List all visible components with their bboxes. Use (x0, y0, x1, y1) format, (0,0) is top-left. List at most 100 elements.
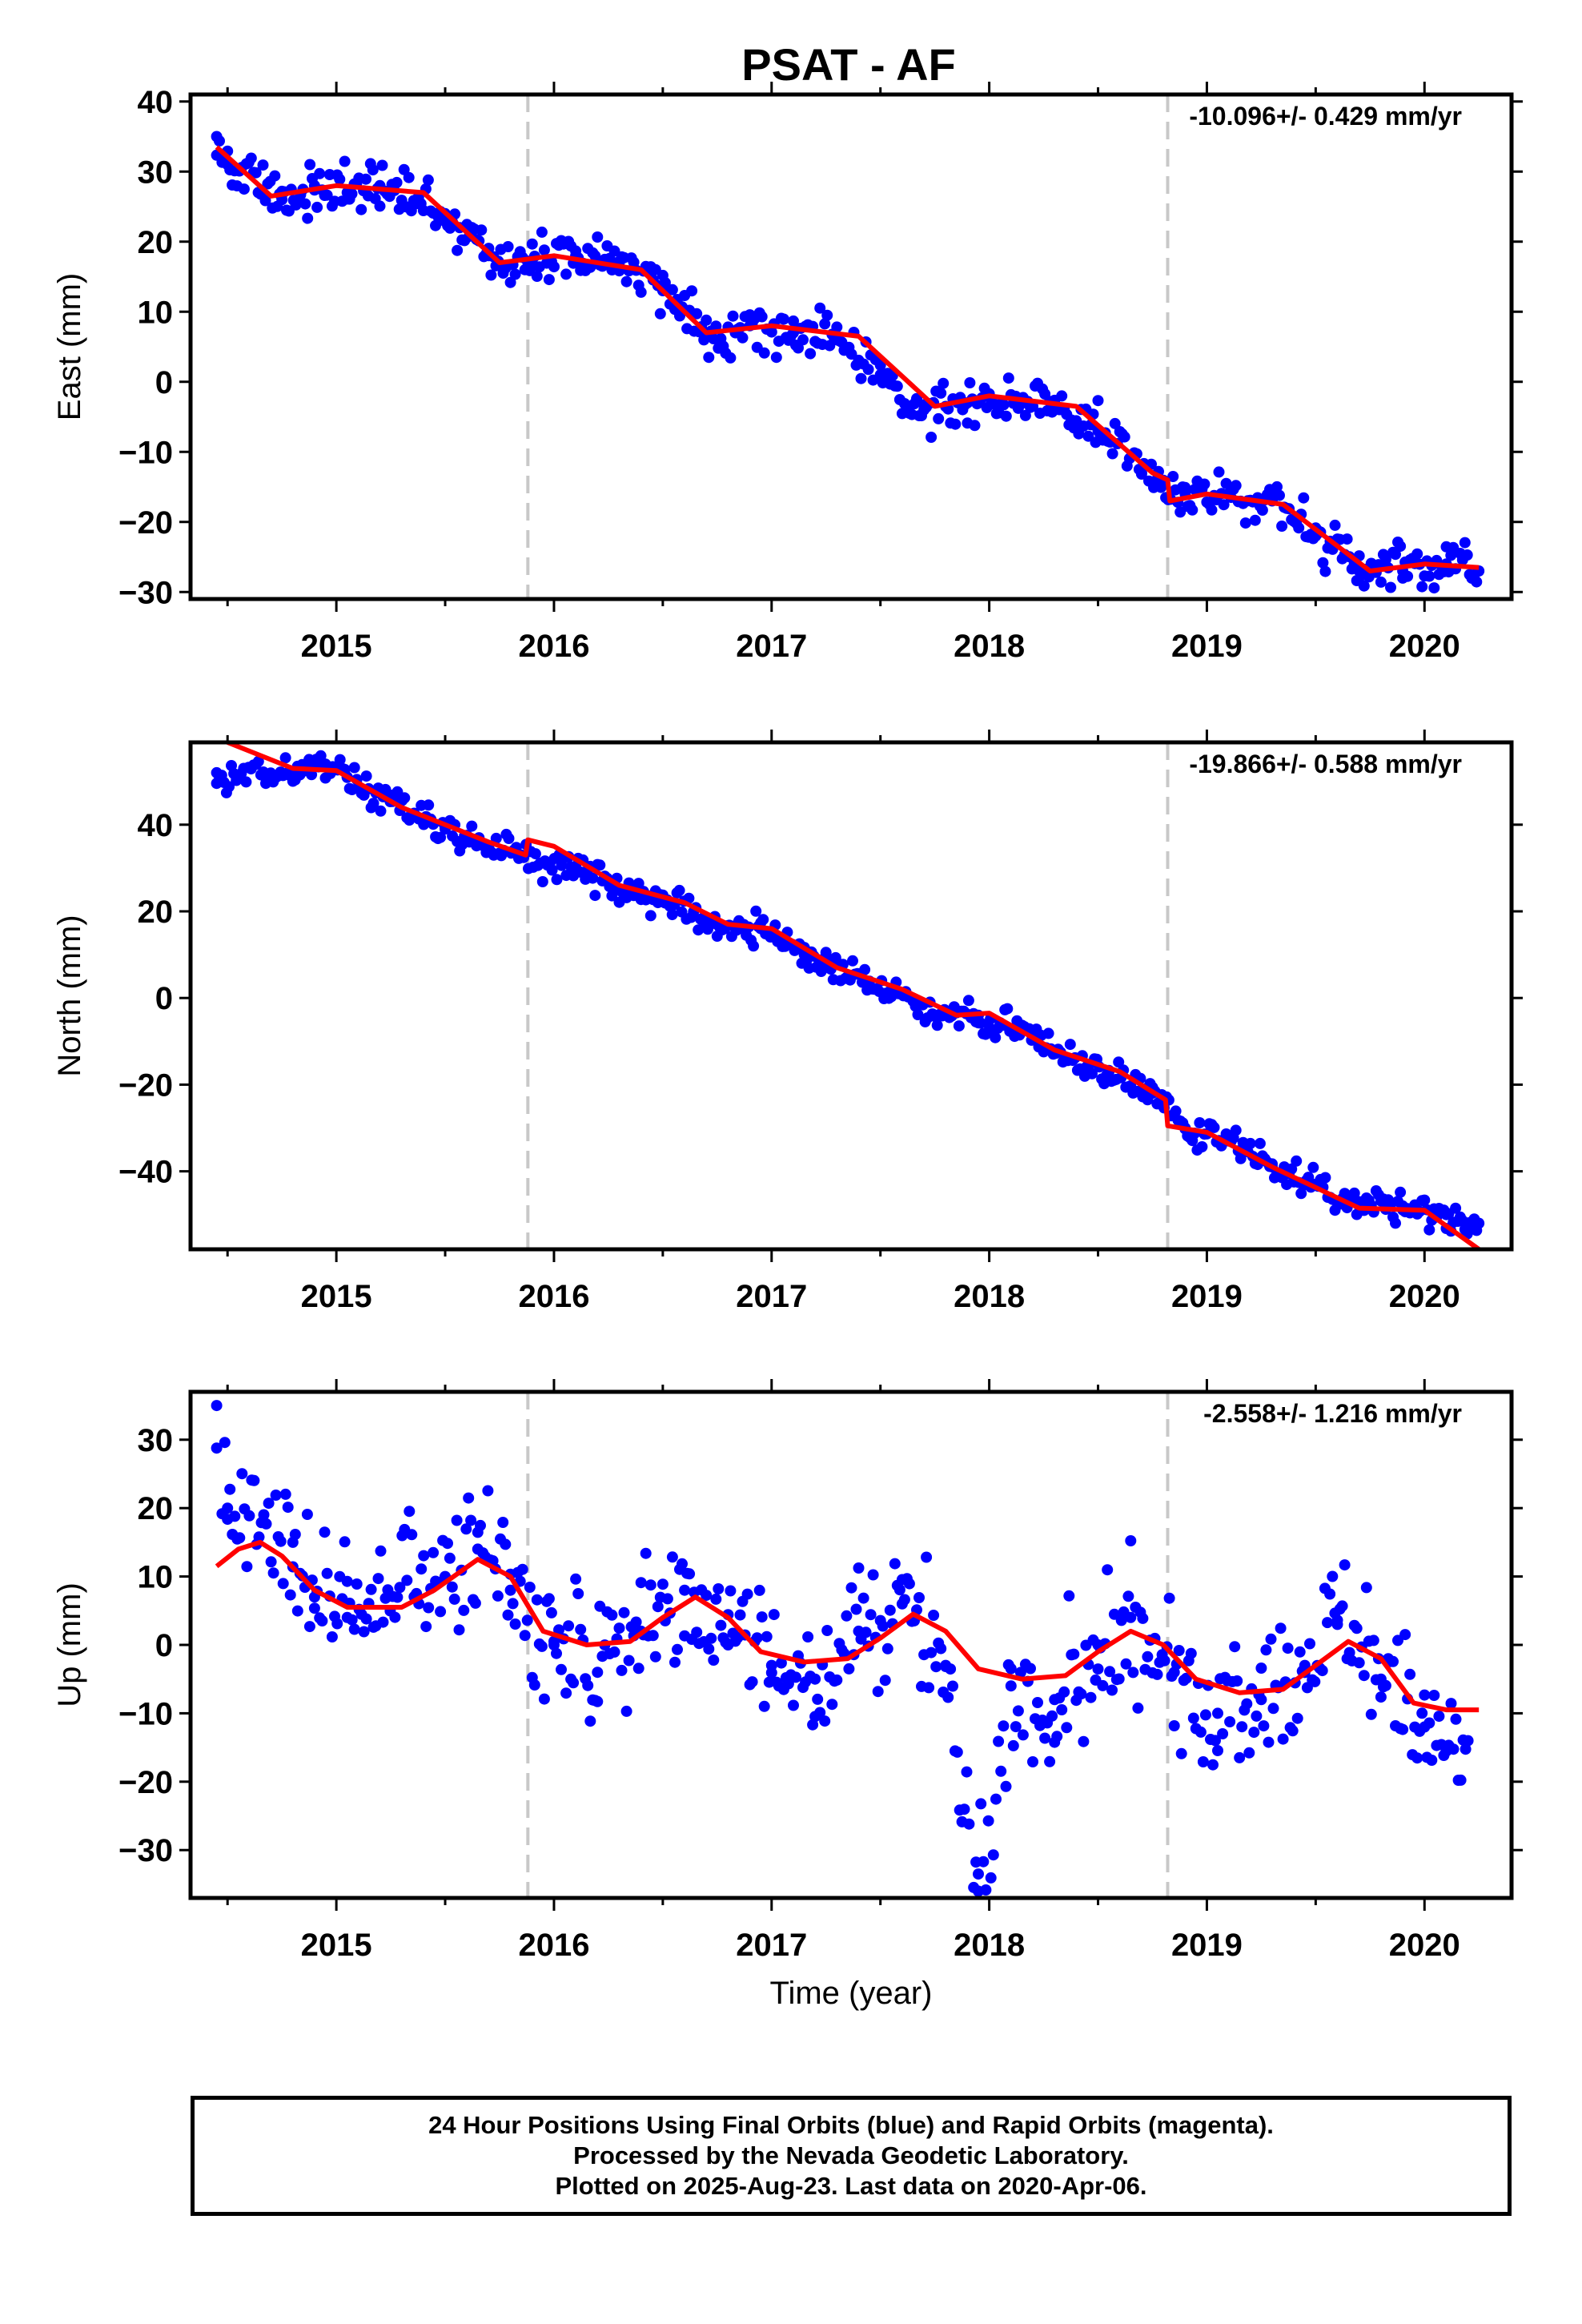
data-point (594, 859, 606, 871)
data-point (1137, 1612, 1149, 1624)
data-point (1229, 1641, 1241, 1653)
data-point (1185, 1647, 1197, 1659)
data-point (372, 1573, 384, 1585)
data-point (521, 1614, 533, 1626)
data-point (1132, 1702, 1144, 1714)
data-point (1234, 1751, 1246, 1763)
data-point (252, 755, 264, 767)
data-point (460, 1523, 472, 1535)
data-point (279, 1488, 291, 1500)
data-point (315, 750, 327, 762)
data-point (814, 1707, 826, 1719)
data-point (1397, 1723, 1409, 1735)
data-point (935, 387, 947, 399)
y-tick-label: −20 (118, 505, 173, 541)
plot-frame (188, 740, 1514, 1252)
data-point (623, 1655, 635, 1667)
data-point (1307, 1161, 1319, 1173)
data-point (341, 1611, 353, 1623)
data-point (504, 276, 516, 288)
panel-1: 40 30 20 10 0 −10 −20 −30 2015 2016 2017 2018 2019 20… (52, 82, 1523, 664)
data-point (859, 963, 871, 975)
y-axis-label: Up (mm) (52, 1582, 87, 1707)
data-point (708, 1655, 720, 1666)
data-point (303, 1621, 315, 1633)
data-point (536, 226, 548, 238)
data-point (1455, 1774, 1467, 1786)
data-point (1375, 1673, 1387, 1685)
data-point (451, 1514, 463, 1526)
data-point (250, 167, 262, 179)
data-point (1419, 1194, 1431, 1206)
x-tick-label: 2015 (301, 629, 372, 664)
data-point (1208, 1121, 1220, 1133)
data-point (389, 1611, 401, 1623)
data-point (1260, 1644, 1272, 1656)
data-point (348, 1623, 360, 1635)
data-point (1212, 1707, 1223, 1719)
data-point (1256, 505, 1268, 516)
data-point (589, 250, 601, 262)
data-point (316, 1615, 328, 1626)
data-point (998, 399, 1010, 411)
y-tick-label: 0 (155, 365, 173, 400)
data-point (867, 1569, 879, 1581)
data-point (406, 1529, 418, 1541)
data-point (750, 905, 762, 917)
data-point (1295, 1188, 1307, 1200)
data-point (341, 187, 353, 199)
data-point (377, 1616, 389, 1628)
data-point (1473, 1217, 1485, 1229)
data-point (1187, 1712, 1199, 1724)
data-point (1319, 565, 1331, 577)
data-point (790, 1671, 801, 1683)
data-point (951, 1746, 963, 1758)
data-point (551, 1647, 562, 1659)
data-point (1170, 1105, 1182, 1117)
data-point (862, 364, 874, 376)
data-point (1064, 1039, 1076, 1051)
data-point (969, 420, 981, 432)
data-point (1336, 1600, 1348, 1612)
data-point (993, 1735, 1005, 1747)
data-point (841, 1610, 853, 1622)
data-point (1151, 1668, 1163, 1680)
data-point (453, 1624, 465, 1636)
data-point (1125, 1611, 1137, 1623)
data-point (279, 752, 291, 764)
data-point (1115, 1614, 1127, 1626)
data-point (616, 1664, 628, 1676)
y-axis-label: North (mm) (52, 915, 87, 1076)
data-point (1385, 581, 1396, 593)
data-point (1002, 372, 1014, 384)
x-tick-label: 2017 (736, 629, 807, 664)
data-point (1375, 1691, 1387, 1703)
footer-line-3: Plotted on 2025-Aug-23. Last data on 202… (555, 2172, 1147, 2200)
data-point (1195, 1726, 1207, 1738)
data-point (958, 1803, 970, 1815)
data-point (376, 159, 388, 171)
data-point (1224, 1716, 1236, 1727)
data-point (1254, 1137, 1266, 1149)
data-point (1168, 1667, 1180, 1679)
data-point (1271, 480, 1283, 493)
data-point (1329, 519, 1341, 531)
data-point (973, 1885, 984, 1897)
data-point (673, 884, 685, 896)
data-point (1044, 1755, 1056, 1767)
data-point (1322, 1617, 1333, 1629)
x-tick-label: 2018 (954, 1279, 1025, 1314)
data-point (1236, 1721, 1248, 1733)
data-point (351, 1578, 363, 1590)
data-point (1440, 1208, 1452, 1220)
data-point (1267, 1703, 1279, 1715)
data-point (238, 183, 250, 195)
data-point (987, 1849, 999, 1861)
data-point (1120, 1658, 1132, 1670)
x-tick-label: 2016 (518, 1279, 589, 1314)
data-point (930, 1661, 942, 1673)
data-point (458, 1604, 470, 1616)
data-point (1348, 1187, 1360, 1199)
data-point (319, 1526, 331, 1538)
data-point (710, 1593, 722, 1605)
